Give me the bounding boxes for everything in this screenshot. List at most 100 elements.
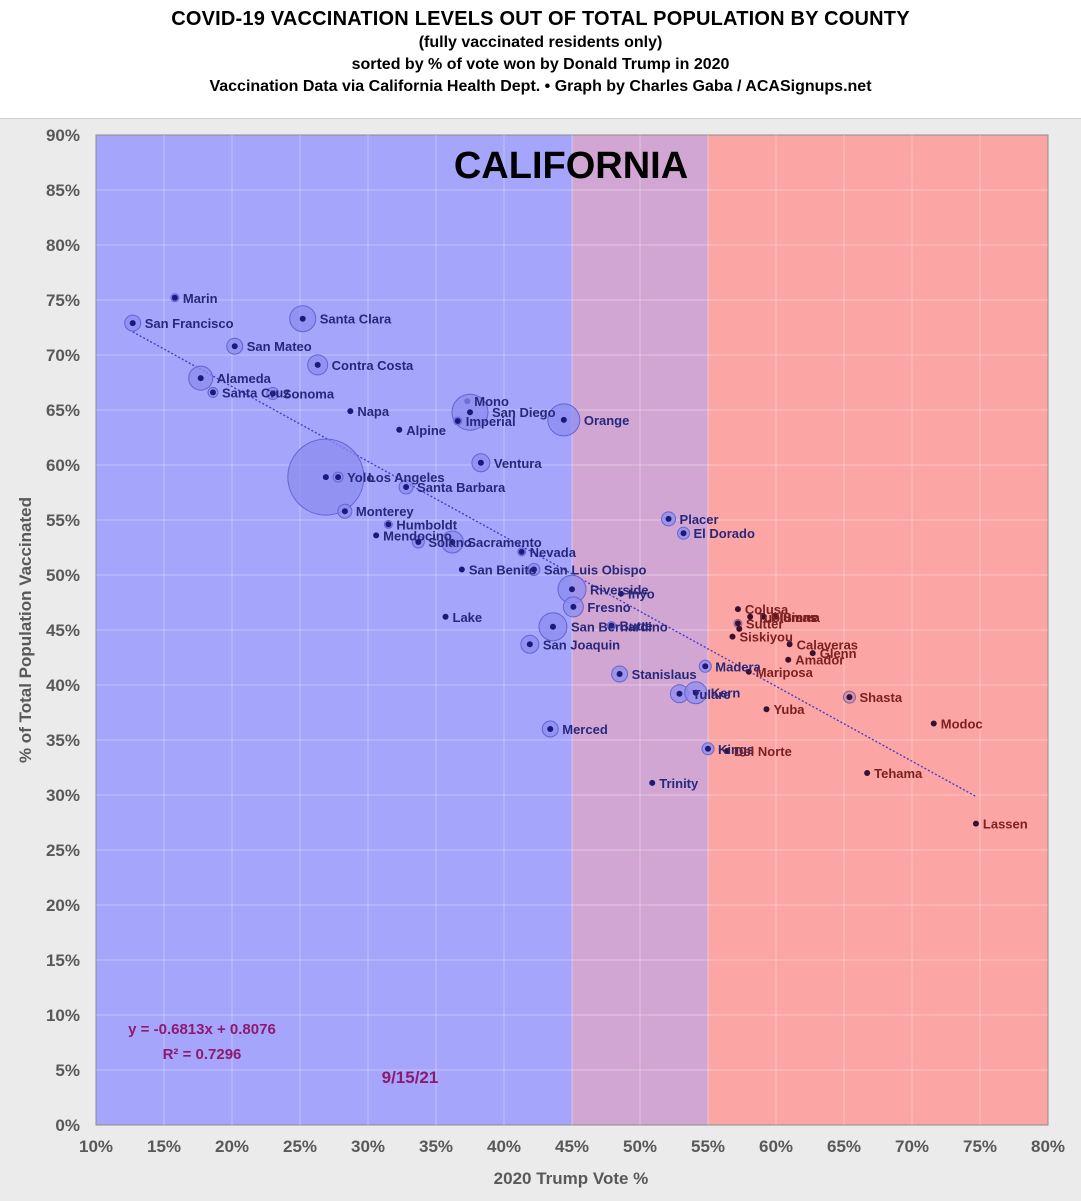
y-tick-label: 35%: [46, 731, 80, 750]
x-tick-label: 30%: [351, 1137, 385, 1156]
point-labels: Marin San Francisco Santa Clara San Mateo Co…: [145, 291, 1028, 832]
dot-san-bernardino: [549, 623, 556, 630]
label-placer: Placer: [680, 512, 719, 527]
x-tick-label: 70%: [895, 1137, 929, 1156]
dot-amador: [785, 656, 792, 663]
label-mariposa: Mariposa: [756, 665, 814, 680]
label-tuolumne: Tuolumne: [757, 610, 818, 625]
x-tick-label: 65%: [827, 1137, 861, 1156]
dot-merced: [547, 726, 554, 732]
chart-title: COVID-19 VACCINATION LEVELS OUT OF TOTAL…: [171, 8, 910, 30]
label-colusa: Colusa: [745, 602, 789, 617]
dot-santa-barbara: [403, 484, 410, 490]
y-tick-label: 10%: [46, 1006, 80, 1025]
label-siskiyou: Siskiyou: [739, 630, 793, 645]
dot-lake: [442, 613, 449, 620]
x-tick-label: 35%: [419, 1137, 453, 1156]
label-shasta: Shasta: [859, 690, 902, 705]
chart-header: COVID-19 VACCINATION LEVELS OUT OF TOTAL…: [0, 6, 1081, 98]
x-tick-label: 80%: [1031, 1137, 1065, 1156]
label-napa: Napa: [357, 404, 390, 419]
dot-monterey: [341, 508, 348, 515]
y-tick-label: 60%: [46, 456, 80, 475]
dot-kern: [692, 689, 699, 696]
dot-calaveras: [786, 641, 793, 648]
label-alpine: Alpine: [406, 423, 446, 438]
x-tick-label: 10%: [79, 1137, 113, 1156]
label-lake: Lake: [453, 610, 483, 625]
label-calaveras: Calaveras: [797, 637, 858, 652]
dot-santa-clara: [299, 315, 306, 322]
x-tick-label: 40%: [487, 1137, 521, 1156]
dot-los-angeles: [322, 474, 329, 481]
dot-trinity-county: [736, 625, 743, 632]
dot-siskiyou: [729, 633, 736, 640]
dot-humboldt: [385, 521, 392, 528]
dot-shasta: [846, 694, 853, 701]
label-el-dorado: El Dorado: [694, 526, 755, 541]
label-butte: Butte: [619, 619, 652, 634]
dot-tehama: [864, 770, 871, 776]
y-tick-label: 70%: [46, 346, 80, 365]
label-sacramento: Sacramento: [467, 535, 541, 550]
dot-san-mateo: [231, 343, 238, 350]
dot-nevada: [518, 548, 525, 555]
label-yolo: Yolo: [347, 470, 374, 485]
y-tick-label: 80%: [46, 236, 80, 255]
label-yuba: Yuba: [773, 702, 805, 717]
chart-subtitle-1: (fully vaccinated residents only): [418, 34, 663, 51]
label-san-diego: San Diego: [492, 405, 556, 420]
dot-del-norte: [724, 748, 731, 754]
label-del-norte: Del Norte: [734, 744, 792, 759]
dot-alameda: [197, 375, 204, 382]
trendline-equation: y = -0.6813x + 0.8076: [128, 1021, 276, 1038]
dot-yolo: [335, 474, 342, 481]
dot-glenn: [809, 650, 816, 657]
y-tick-label: 20%: [46, 896, 80, 915]
label-trinity: Trinity: [659, 776, 699, 791]
label-sierra: Sierra: [783, 610, 821, 625]
y-tick-label: 40%: [46, 676, 80, 695]
label-glenn: Glenn: [820, 646, 857, 661]
label-sonoma: Sonoma: [283, 387, 335, 402]
r-squared: R² = 0.7296: [163, 1046, 242, 1063]
label-riverside: Riverside: [590, 582, 649, 597]
label-sutter: Sutter: [746, 616, 784, 631]
label-monterey: Monterey: [356, 504, 415, 519]
label-santa-barbara: Santa Barbara: [417, 480, 506, 495]
y-tick-label: 75%: [46, 291, 80, 310]
dot-mariposa: [745, 668, 752, 675]
label-mono: Mono: [474, 394, 509, 409]
dot-ventura: [477, 459, 484, 466]
trendline-path: [132, 331, 977, 798]
dot-sonoma: [269, 390, 276, 397]
dot-tuolumne: [747, 613, 754, 620]
label-tehama: Tehama: [874, 766, 923, 781]
label-contra-costa: Contra Costa: [332, 358, 414, 373]
label-nevada: Nevada: [530, 545, 577, 560]
label-merced: Merced: [562, 722, 608, 737]
dot-sutter: [734, 620, 741, 627]
dot-stanislaus: [616, 671, 623, 677]
label-solano: Solano: [428, 535, 471, 550]
dot-yuba: [763, 706, 770, 713]
label-san-bernardino: San Bernardino: [571, 620, 668, 635]
label-san-francisco: San Francisco: [145, 316, 234, 331]
dot-tulare: [676, 690, 683, 697]
band-2: [708, 135, 1048, 1125]
y-tick-label: 55%: [46, 511, 80, 530]
dot-trinity: [649, 779, 656, 786]
dot-butte: [608, 622, 615, 629]
label-amador: Amador: [795, 653, 844, 668]
x-tick-label: 15%: [147, 1137, 181, 1156]
label-ventura: Ventura: [494, 456, 542, 471]
label-tulare: Tulare: [692, 687, 730, 702]
y-tick-label: 0%: [55, 1116, 80, 1135]
label-santa-clara: Santa Clara: [320, 312, 392, 327]
dot-solano: [415, 539, 422, 545]
dot-san-luis-obispo: [530, 566, 537, 573]
dot-el-dorado: [680, 530, 687, 537]
y-tick-label: 65%: [46, 401, 80, 420]
label-alameda: Alameda: [217, 371, 272, 386]
dot-orange: [560, 416, 567, 423]
